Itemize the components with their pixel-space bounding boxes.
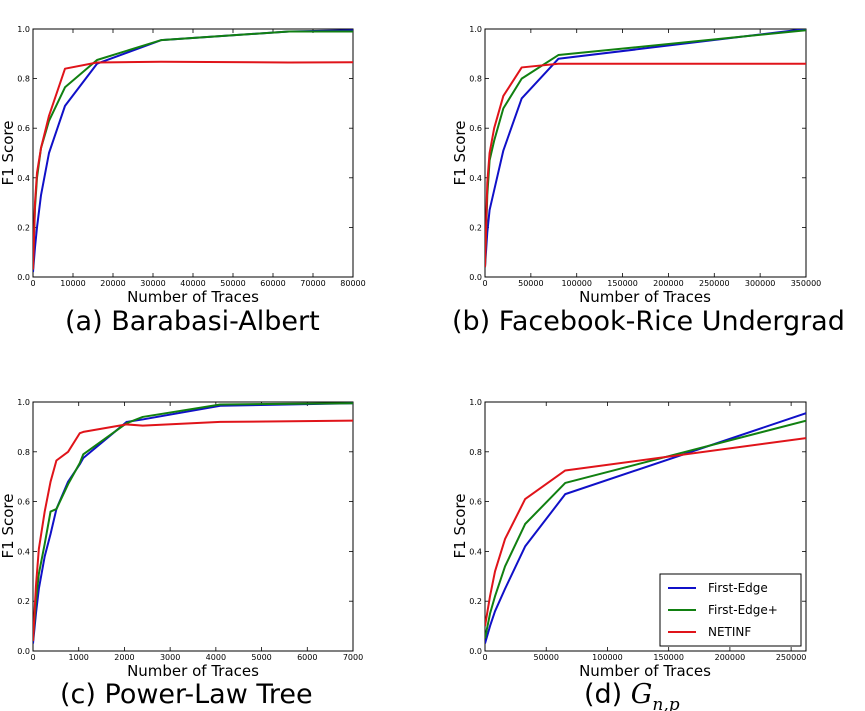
y-tick-label: 0.0 xyxy=(17,273,30,282)
subplot-3: 0 1000 2000 3000 4000 5000 6000 7000 0.0 0.2 0.4 0.… xyxy=(0,398,363,710)
y-axis-label: F1 Score xyxy=(0,494,17,559)
subplot-2: 0 50000 100000 150000 200000 250000 300000 3500… xyxy=(451,25,845,337)
subplot-4: 0 50000 100000 150000 200000 250000 0.0 0.2 0.4 0… xyxy=(451,398,807,711)
y-tick-label: 0.4 xyxy=(469,547,482,556)
x-tick-label: 3000 xyxy=(160,653,180,662)
subplot-caption: (a) Barabasi-Albert xyxy=(65,306,320,337)
y-tick-label: 1.0 xyxy=(469,25,482,34)
series-line-first-edge xyxy=(485,29,806,268)
x-tick-label: 50000 xyxy=(220,279,245,288)
subplot-caption: (d) Gn,p xyxy=(584,679,680,711)
x-tick-label: 50000 xyxy=(518,279,543,288)
y-tick-label: 0.6 xyxy=(469,124,482,133)
subplot-caption: (b) Facebook-Rice Undergrad xyxy=(452,306,845,337)
x-tick-label: 150000 xyxy=(653,653,684,662)
y-tick-label: 0.4 xyxy=(17,174,30,183)
y-tick-label: 0.8 xyxy=(469,75,482,84)
y-tick-label: 0.2 xyxy=(469,597,482,606)
series-line-first-edge-plus xyxy=(485,419,806,639)
x-tick-label: 350000 xyxy=(791,279,822,288)
x-axis-label: Number of Traces xyxy=(579,662,711,680)
x-tick-label: 200000 xyxy=(715,653,746,662)
y-axis-label: F1 Score xyxy=(451,121,469,186)
y-tick-label: 0.0 xyxy=(469,647,482,656)
y-tick-label: 0.4 xyxy=(17,547,30,556)
x-tick-label: 4000 xyxy=(206,653,226,662)
x-tick-label: 70000 xyxy=(300,279,325,288)
legend-entry: First-Edge+ xyxy=(708,603,778,617)
y-tick-label: 0.4 xyxy=(469,174,482,183)
series-line-netinf xyxy=(485,62,806,268)
y-tick-label: 0.8 xyxy=(469,448,482,457)
x-tick-label: 100000 xyxy=(592,653,623,662)
x-axis-label: Number of Traces xyxy=(127,288,259,306)
y-tick-label: 0.6 xyxy=(469,498,482,507)
x-tick-label: 30000 xyxy=(140,279,165,288)
y-tick-label: 0.6 xyxy=(17,124,30,133)
series-line-first-edge xyxy=(33,402,353,644)
x-tick-label: 200000 xyxy=(653,279,684,288)
x-tick-label: 10000 xyxy=(60,279,85,288)
x-tick-label: 1000 xyxy=(69,653,89,662)
series-line-netinf xyxy=(33,60,353,270)
plot-area xyxy=(484,28,807,278)
x-tick-label: 0 xyxy=(482,279,487,288)
y-tick-label: 0.0 xyxy=(469,273,482,282)
y-tick-label: 0.8 xyxy=(17,448,30,457)
series-line-first-edge-plus xyxy=(33,402,353,642)
x-tick-label: 250000 xyxy=(776,653,807,662)
y-axis-label: F1 Score xyxy=(451,494,469,559)
y-tick-label: 1.0 xyxy=(469,398,482,407)
y-tick-label: 0.2 xyxy=(17,223,30,232)
y-tick-label: 1.0 xyxy=(17,25,30,34)
series-line-netinf xyxy=(33,419,353,642)
legend: First-Edge First-Edge+ NETINF xyxy=(659,573,802,647)
y-tick-label: 0.0 xyxy=(17,647,30,656)
legend-entry: First-Edge xyxy=(708,581,768,595)
x-tick-label: 60000 xyxy=(260,279,285,288)
x-axis-label: Number of Traces xyxy=(579,288,711,306)
plot-area xyxy=(32,401,354,652)
x-tick-label: 300000 xyxy=(745,279,776,288)
x-tick-label: 250000 xyxy=(699,279,730,288)
x-tick-label: 2000 xyxy=(114,653,134,662)
legend-entry: NETINF xyxy=(708,625,751,639)
x-tick-label: 0 xyxy=(30,653,35,662)
y-tick-label: 0.2 xyxy=(17,597,30,606)
x-tick-label: 0 xyxy=(482,653,487,662)
x-axis-label: Number of Traces xyxy=(127,662,259,680)
subplot-caption: (c) Power-Law Tree xyxy=(60,679,313,710)
x-tick-label: 150000 xyxy=(607,279,638,288)
y-axis-label: F1 Score xyxy=(0,121,17,186)
x-tick-label: 5000 xyxy=(251,653,271,662)
x-tick-label: 6000 xyxy=(297,653,317,662)
y-tick-label: 1.0 xyxy=(17,398,30,407)
x-tick-label: 40000 xyxy=(180,279,205,288)
x-tick-label: 0 xyxy=(30,279,35,288)
subplot-1: 0 10000 20000 30000 40000 50000 60000 70000 8000… xyxy=(0,25,366,337)
x-tick-label: 7000 xyxy=(343,653,363,662)
x-tick-label: 100000 xyxy=(561,279,592,288)
y-tick-label: 0.6 xyxy=(17,498,30,507)
series-line-first-edge xyxy=(485,412,806,644)
x-tick-label: 80000 xyxy=(340,279,365,288)
y-tick-label: 0.8 xyxy=(17,75,30,84)
series-line-netinf xyxy=(485,437,806,627)
y-tick-label: 0.2 xyxy=(469,223,482,232)
x-tick-label: 50000 xyxy=(533,653,558,662)
x-tick-label: 20000 xyxy=(100,279,125,288)
